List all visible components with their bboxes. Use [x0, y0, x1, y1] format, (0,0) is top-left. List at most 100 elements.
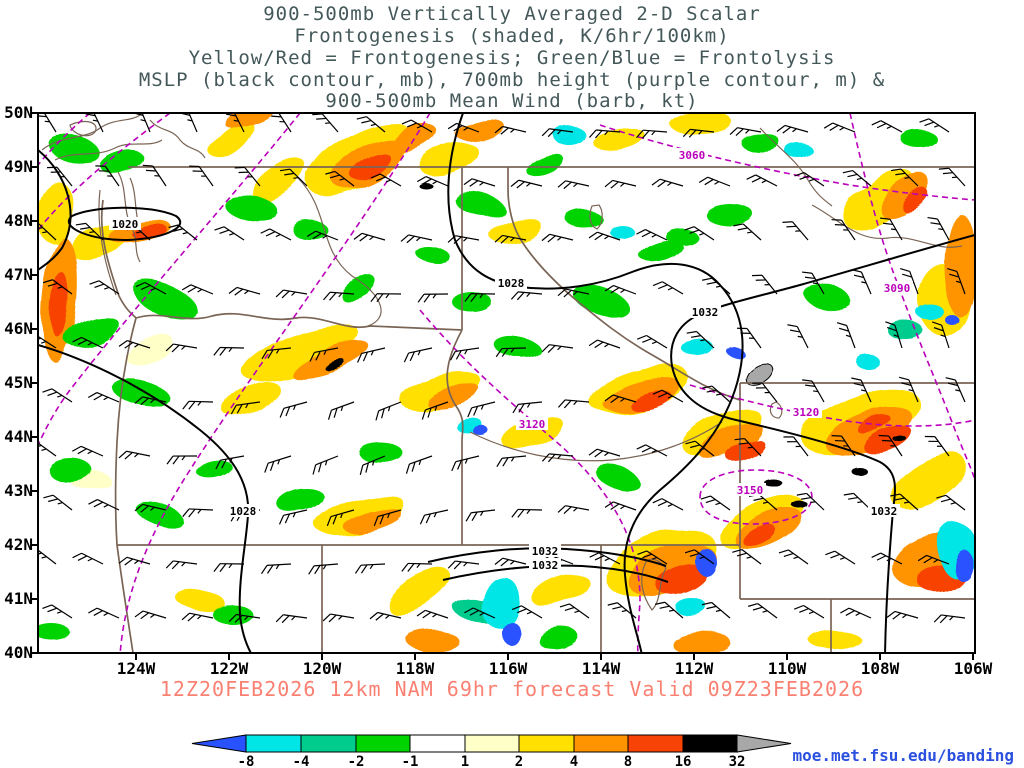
wind-barb [636, 331, 668, 356]
shading-blob [63, 313, 117, 347]
height-contour-3090 [849, 113, 975, 481]
shading-blob [896, 439, 910, 445]
lon-label: 124W [117, 659, 156, 678]
wind-barb [778, 545, 809, 572]
wind-barb [182, 508, 214, 519]
wind-barb [118, 449, 151, 465]
height-contours [38, 113, 975, 653]
wind-barb [933, 613, 966, 627]
shading-blob [525, 153, 565, 177]
wind-barb [510, 290, 543, 303]
wind-barb [82, 113, 104, 137]
wind-barb [588, 337, 621, 357]
wind-barb [182, 400, 214, 411]
wind-barb [309, 455, 342, 476]
wind-barb [823, 120, 856, 141]
lat-label: 41N [4, 589, 33, 608]
shading-blob [391, 125, 439, 155]
height-label: 3090 [881, 281, 913, 295]
title-line-5: 900-500mb Mean Wind (barb, kt) [325, 90, 698, 112]
shading-blob [901, 189, 929, 211]
height-label: 3150 [734, 483, 766, 497]
shading-blob [290, 341, 370, 379]
wind-barb [181, 611, 214, 627]
border-or-id [446, 329, 464, 545]
wind-barb [42, 490, 73, 517]
wind-barb [416, 607, 449, 627]
wind-barb [541, 232, 574, 249]
lat-axis: 50N 49N 48N 47N 46N 45N 44N 43N 42N 41N … [4, 103, 33, 662]
shading-blob [742, 360, 772, 384]
wind-barb [781, 216, 809, 246]
shading-blob [131, 278, 199, 322]
forecast-caption: 12Z20FEB2026 12km NAM 69hr forecast Vali… [160, 677, 864, 701]
shading-blob [412, 243, 448, 261]
wind-barb [945, 373, 966, 406]
wind-barbs-clip [38, 113, 966, 627]
shading-blob [628, 390, 672, 410]
mslp-label: 1032 [529, 558, 561, 572]
lon-label: 122W [210, 659, 249, 678]
wind-barb [465, 401, 498, 418]
lat-label: 49N [4, 157, 33, 176]
shading-blob [854, 353, 878, 367]
wind-barb [275, 288, 308, 303]
wind-barb [370, 293, 402, 303]
shading-blob [657, 565, 707, 595]
mslp-label: 1028 [495, 276, 527, 290]
wind-barb [736, 323, 762, 354]
wind-barb [926, 213, 950, 245]
wind-barb [213, 563, 245, 573]
site-credit-link[interactable]: moe.met.fsu.edu/banding [792, 746, 1014, 765]
wind-barb [354, 563, 386, 575]
shading-blob [252, 160, 308, 204]
wind-barb [747, 599, 778, 625]
lat-label: 45N [4, 373, 33, 392]
shading-blob [481, 576, 519, 628]
wind-barb [177, 113, 198, 136]
mslp-label-text: 1032 [871, 505, 898, 518]
wind-barb [188, 160, 214, 192]
wind-barb [71, 549, 104, 572]
mslp-label-text: 1028 [498, 277, 525, 290]
lat-label: 43N [4, 481, 33, 500]
shading-blob [892, 454, 968, 510]
wind-barb [166, 455, 198, 465]
lon-label: 106W [954, 659, 993, 678]
shading-blob [46, 133, 104, 167]
contour-labels: 1020 1028 1032 1028 1032 1032 1032 3060 … [109, 148, 913, 572]
mslp-label: 1028 [227, 504, 259, 518]
wind-barb [87, 605, 120, 626]
shading-blob [197, 460, 233, 480]
shading-blob [727, 347, 743, 357]
wind-barb [604, 178, 637, 195]
shading-blob [210, 602, 250, 622]
shading-blob [38, 180, 75, 244]
colorbar-tick: -4 [293, 754, 310, 768]
mslp-label: 1032 [529, 544, 561, 558]
shading-blob [48, 458, 92, 482]
shading-blob [916, 304, 944, 320]
wind-barb [700, 491, 731, 518]
shading-blob [696, 548, 716, 576]
shading-blob [786, 144, 814, 160]
wind-barb [261, 455, 294, 474]
title-line-2: Frontogenesis (shaded, K/6hr/100km) [294, 25, 729, 47]
mslp-contour-1032a [427, 547, 667, 567]
wind-barb [417, 293, 449, 303]
height-label-text: 3060 [679, 149, 706, 162]
wind-barb [401, 562, 433, 573]
shading-blob [352, 154, 392, 182]
shading-blob [684, 341, 716, 359]
wind-barb [801, 375, 825, 407]
shading-blob [501, 415, 563, 449]
shading-blob [706, 204, 754, 226]
wind-barb [260, 225, 292, 248]
wind-barb [938, 163, 966, 192]
colorbar-segment [573, 734, 629, 753]
wind-barb [447, 559, 480, 573]
shading-blob [638, 238, 682, 262]
wind-barb [325, 401, 358, 421]
mslp-label: 1020 [109, 217, 141, 231]
